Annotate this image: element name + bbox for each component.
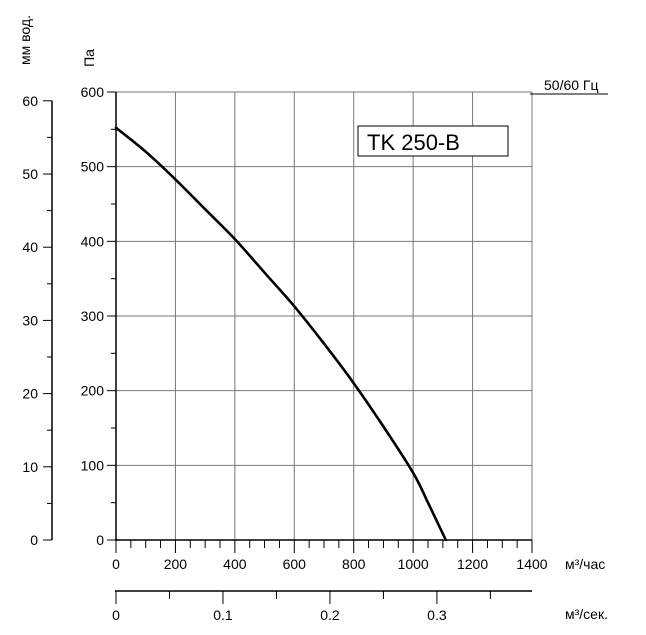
x-tick-label-m3h: 0 — [112, 556, 120, 572]
x-tick-label-m3s: 0 — [112, 607, 120, 623]
x-tick-label-m3h: 1200 — [457, 556, 488, 572]
y-tick-label-mm: 20 — [22, 386, 38, 402]
y-tick-label-mm: 60 — [22, 93, 38, 109]
x-axis-title-m3s: м³/сек. — [565, 606, 608, 622]
x-tick-label-m3h: 200 — [164, 556, 188, 572]
x-tick-label-m3h: 800 — [342, 556, 366, 572]
y-tick-label-pa: 300 — [81, 308, 105, 324]
model-label-box — [357, 125, 509, 157]
x-tick-label-m3s: 0.2 — [320, 607, 340, 623]
y-tick-label-mm: 50 — [22, 166, 38, 182]
x-tick-label-m3h: 400 — [223, 556, 247, 572]
frequency-label: 50/60 Гц — [544, 77, 599, 93]
y-tick-label-pa: 600 — [81, 84, 105, 100]
y-tick-label-pa: 500 — [81, 159, 105, 175]
y-tick-label-pa: 400 — [81, 233, 105, 249]
y-tick-label-pa: 200 — [81, 383, 105, 399]
x-tick-label-m3h: 1400 — [516, 556, 547, 572]
model-label: TK 250-B — [367, 130, 460, 155]
y-axis-title-pa: Па — [81, 49, 97, 67]
fan-curve-line — [114, 126, 448, 542]
x-tick-label-m3h: 1000 — [398, 556, 429, 572]
x-tick-label-m3s: 0.1 — [213, 607, 233, 623]
grid-lines — [116, 91, 533, 540]
x-axis-title-m3h: м³/час — [565, 556, 605, 572]
performance-curves — [114, 126, 448, 542]
y-tick-label-pa: 100 — [81, 457, 105, 473]
y-tick-label-pa: 0 — [96, 532, 104, 548]
y-tick-label-mm: 30 — [22, 312, 38, 328]
x-tick-label-m3h: 600 — [283, 556, 307, 572]
y-axis-title-mm: мм вод. — [17, 15, 33, 65]
x-tick-label-m3s: 0.3 — [427, 607, 447, 623]
y-tick-label-mm: 10 — [22, 459, 38, 475]
y-tick-label-mm: 0 — [30, 532, 38, 548]
y-tick-label-mm: 40 — [22, 239, 38, 255]
